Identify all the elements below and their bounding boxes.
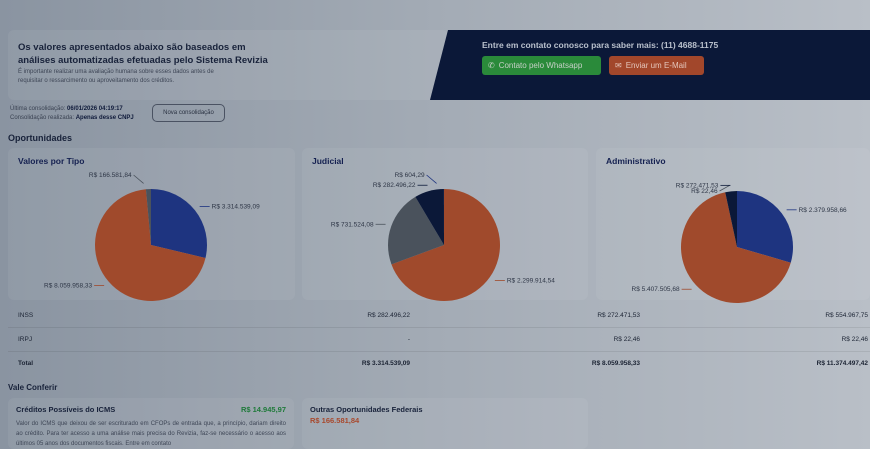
mail-icon: ✉ <box>615 61 622 70</box>
chart-title: Administrativo <box>606 156 666 166</box>
slice-label: R$ 282.496,22 <box>373 182 416 189</box>
chart-title: Judicial <box>312 156 344 166</box>
pie-card: Judicial R$ 2.299.914,54 R$ 731.524,08 R$ 2… <box>302 148 588 301</box>
table-row-total: Total R$ 3.314.539,09 R$ 8.059.958,33 R$ 11… <box>8 352 870 376</box>
slice-label: R$ 8.059.958,33 <box>44 283 92 290</box>
slice-label: R$ 604,29 <box>395 172 425 179</box>
cell: R$ 11.374.497,42 <box>816 360 868 367</box>
notice-title: Os valores apresentados abaixo são basea… <box>18 42 268 66</box>
pie-chart: R$ 2.379.958,66 R$ 5.407.505,68 R$ 22,46R$… <box>632 182 847 303</box>
last-consolidation: Última consolidação: 06/01/2026 04:19:17 <box>10 106 123 112</box>
label-leader <box>719 185 730 192</box>
icms-value: R$ 14.945,97 <box>240 405 286 414</box>
cell: R$ 22,46 <box>841 336 868 343</box>
whatsapp-icon: ✆ <box>488 61 495 70</box>
pie-slice[interactable] <box>151 189 207 258</box>
whatsapp-label: Contato pelo Whatsapp <box>498 61 583 70</box>
pie-card: Valores por Tipo R$ 3.314.539,09 R$ 8.059.… <box>8 148 295 301</box>
cell: R$ 272.471,53 <box>597 312 640 319</box>
row-label: Total <box>18 360 34 367</box>
email-button[interactable]: ✉ Enviar um E-Mail <box>609 56 704 75</box>
pie-slice[interactable] <box>145 189 151 245</box>
icms-card: Créditos Possíveis do ICMS R$ 14.945,97 … <box>8 398 294 449</box>
section-title: Oportunidades <box>8 133 73 143</box>
pie-card: Administrativo R$ 2.379.958,66 R$ 5.407.50… <box>596 148 870 303</box>
pie-slice[interactable] <box>391 189 500 301</box>
slice-label: R$ 2.379.958,66 <box>799 207 847 214</box>
chart-title: Valores por Tipo <box>18 156 85 166</box>
scope-label: Consolidação realizada: <box>10 115 75 121</box>
slice-label: R$ 272.471,53 <box>676 182 719 189</box>
slice-label: R$ 166.581,84 <box>89 172 132 179</box>
contact-text: Entre em contato conosco para saber mais… <box>482 40 719 50</box>
notice-card: Os valores apresentados abaixo são basea… <box>8 30 448 100</box>
slice-label: R$ 2.299.914,54 <box>507 277 555 284</box>
last-label: Última consolidação: <box>10 106 66 112</box>
vale-conferir-title: Vale Conferir <box>8 383 58 392</box>
cell: R$ 282.496,22 <box>367 312 410 319</box>
slice-label: R$ 731.524,08 <box>331 221 374 228</box>
table-row: INSS R$ 282.496,22 R$ 272.471,53 R$ 554.967… <box>8 304 870 328</box>
label-leader <box>133 174 144 184</box>
icms-title: Créditos Possíveis do ICMS <box>16 405 116 414</box>
nova-consolidacao-button[interactable]: Nova consolidação <box>152 104 225 122</box>
table-row: IRPJ - R$ 22,46 R$ 22,46 <box>8 328 870 352</box>
slice-label: R$ 3.314.539,09 <box>212 204 260 211</box>
slice-label: R$ 5.407.505,68 <box>632 286 680 293</box>
pie-slice[interactable] <box>737 191 793 263</box>
pie-slice[interactable] <box>388 196 444 265</box>
pie-slice[interactable] <box>415 189 444 245</box>
whatsapp-button[interactable]: ✆ Contato pelo Whatsapp <box>482 56 601 75</box>
icms-text: Valor do ICMS que deixou de ser escritur… <box>16 421 286 447</box>
cell: R$ 554.967,75 <box>825 312 868 319</box>
cell: R$ 3.314.539,09 <box>361 360 410 367</box>
pie-chart: R$ 3.314.539,09 R$ 8.059.958,33 R$ 166.581… <box>44 172 260 301</box>
pie-chart: R$ 2.299.914,54 R$ 731.524,08 R$ 282.496,2… <box>331 172 555 301</box>
pie-slice[interactable] <box>725 191 737 247</box>
slice-label: R$ 22,46 <box>691 188 718 195</box>
cell: R$ 8.059.958,33 <box>591 360 640 367</box>
cell: R$ 22,46 <box>613 336 640 343</box>
consolidation-scope: Consolidação realizada: Apenas desse CNP… <box>10 115 134 121</box>
notice-text: É importante realizar uma avaliação huma… <box>18 69 214 84</box>
row-label: IRPJ <box>18 336 33 343</box>
federal-value: R$ 166.581,84 <box>310 416 360 425</box>
values-table: INSS R$ 282.496,22 R$ 272.471,53 R$ 554.967… <box>8 304 870 376</box>
contact-banner: Entre em contato conosco para saber mais… <box>430 30 870 100</box>
federal-title: Outras Oportunidades Federais <box>310 405 423 414</box>
pie-slice[interactable] <box>95 189 206 301</box>
email-label: Enviar um E-Mail <box>625 61 687 70</box>
label-leader <box>426 174 437 184</box>
federal-card: Outras Oportunidades Federais R$ 166.581… <box>302 398 588 449</box>
pie-slice[interactable] <box>681 192 791 303</box>
cell: - <box>407 336 410 343</box>
last-value: 06/01/2026 04:19:17 <box>67 106 123 112</box>
row-label: INSS <box>18 312 34 319</box>
scope-value: Apenas desse CNPJ <box>75 115 134 121</box>
